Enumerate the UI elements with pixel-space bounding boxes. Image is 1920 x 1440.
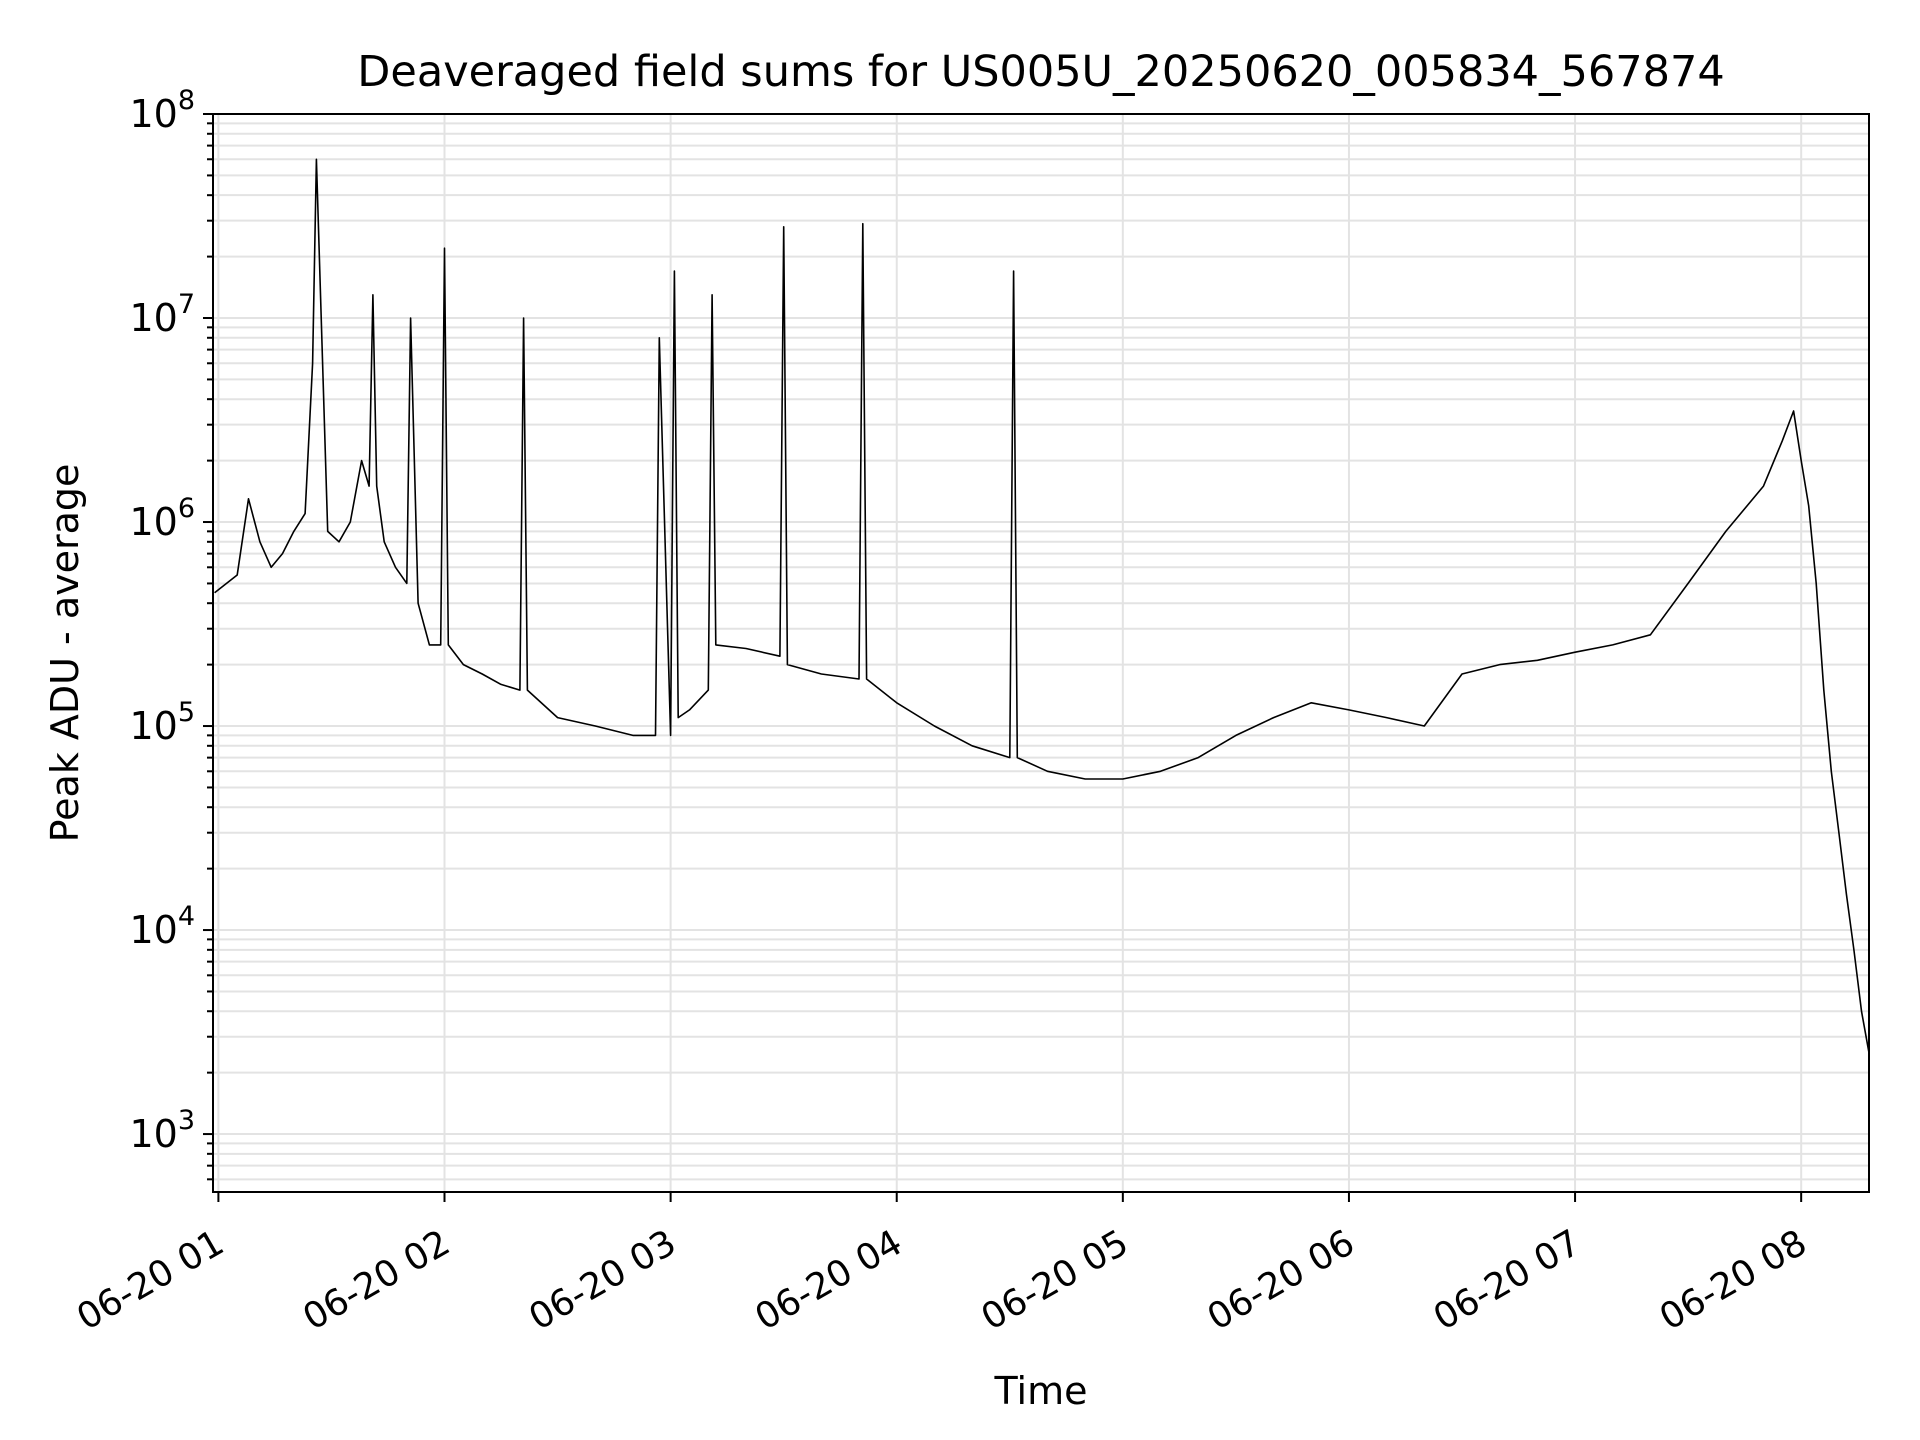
- data-series: [214, 158, 1870, 1054]
- y-tick-label: 106: [129, 493, 195, 544]
- x-tick-label: 06-20 01: [70, 1222, 231, 1338]
- x-tick-label: 06-20 07: [1427, 1222, 1588, 1338]
- x-tick-label: 06-20 06: [1201, 1222, 1362, 1338]
- y-tick-label: 104: [129, 901, 195, 952]
- y-tick-label: 105: [129, 697, 195, 748]
- x-tick-label: 06-20 03: [522, 1222, 683, 1338]
- x-tick-label: 06-20 08: [1653, 1222, 1814, 1338]
- y-tick-label: 108: [129, 85, 195, 136]
- x-axis: 06-20 01 06-20 02 06-20 03 06-20 04 06-20 05…: [70, 1192, 1814, 1339]
- x-tick-label: 06-20 04: [749, 1222, 910, 1338]
- y-tick-label: 103: [129, 1105, 195, 1156]
- y-tick-label: 107: [129, 289, 195, 340]
- y-axis-label: Peak ADU - average: [43, 464, 87, 843]
- plot-area-frame: [212, 113, 1870, 1193]
- chart-title: Deaveraged field sums for US005U_2025062…: [357, 47, 1724, 97]
- x-tick-label: 06-20 05: [975, 1222, 1136, 1338]
- x-tick-label: 06-20 02: [296, 1222, 457, 1338]
- grid-lines: [213, 113, 1869, 1192]
- series-line: [214, 158, 1870, 1054]
- y-axis: 103 104 105 106 107 108: [129, 85, 213, 1181]
- x-axis-label: Time: [994, 1369, 1088, 1413]
